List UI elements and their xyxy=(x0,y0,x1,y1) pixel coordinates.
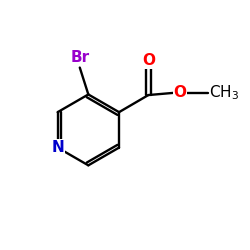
Text: N: N xyxy=(51,140,64,155)
Text: O: O xyxy=(142,53,155,68)
Text: O: O xyxy=(174,85,187,100)
Text: Br: Br xyxy=(70,50,89,65)
Text: CH$_3$: CH$_3$ xyxy=(210,83,240,102)
